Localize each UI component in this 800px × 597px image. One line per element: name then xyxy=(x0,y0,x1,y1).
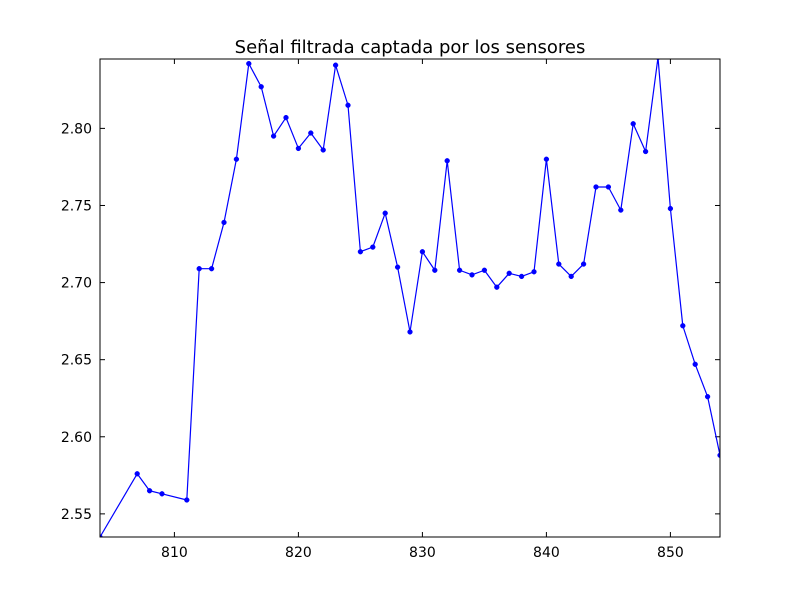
data-point xyxy=(593,184,599,190)
data-point xyxy=(332,62,339,68)
data-point xyxy=(196,266,202,272)
data-point xyxy=(184,497,190,503)
data-point xyxy=(221,219,227,226)
series-line xyxy=(100,59,720,537)
data-point xyxy=(357,249,364,255)
data-point xyxy=(320,147,326,153)
y-tick-label: 2.60 xyxy=(61,430,92,446)
data-point xyxy=(394,264,401,270)
data-point xyxy=(370,244,376,250)
data-point xyxy=(233,156,240,162)
data-point xyxy=(531,269,537,275)
data-point xyxy=(630,121,636,127)
data-point xyxy=(518,273,525,280)
y-tick-label: 2.80 xyxy=(61,121,92,137)
data-point xyxy=(456,267,463,273)
x-tick-label: 820 xyxy=(285,545,312,561)
data-point xyxy=(506,270,512,276)
data-point xyxy=(407,329,413,335)
data-point xyxy=(481,267,488,273)
data-point xyxy=(667,205,674,212)
data-point xyxy=(568,273,574,280)
x-tick-label: 850 xyxy=(657,545,684,561)
data-point xyxy=(270,133,277,139)
data-point xyxy=(295,145,302,152)
data-point xyxy=(258,84,264,90)
y-tick-label: 2.55 xyxy=(61,507,92,523)
data-point xyxy=(444,158,450,164)
data-point xyxy=(345,102,351,108)
x-tick-label: 840 xyxy=(533,545,560,561)
data-point xyxy=(692,361,698,367)
data-point xyxy=(308,130,314,136)
data-point xyxy=(680,323,686,329)
data-point xyxy=(556,261,562,267)
series-layer xyxy=(100,59,720,537)
data-point xyxy=(618,207,624,213)
data-point xyxy=(704,394,711,400)
data-point xyxy=(146,488,153,494)
data-point xyxy=(246,60,252,67)
y-tick-label: 2.65 xyxy=(61,353,92,369)
data-point xyxy=(543,156,550,162)
plot-frame xyxy=(99,58,721,538)
data-point xyxy=(580,261,587,267)
axes-layer: 810 820 830 840 850 2.55 2.60 2.65 2.70 2.75 2.80 xyxy=(61,59,720,561)
x-tick-label: 810 xyxy=(161,545,188,561)
chart-title: Señal filtrada captada por los sensores xyxy=(235,37,586,58)
data-point xyxy=(134,471,140,477)
data-point xyxy=(382,210,388,216)
data-point xyxy=(419,249,426,255)
data-point xyxy=(469,272,475,278)
data-point xyxy=(208,266,215,272)
data-point xyxy=(283,114,289,121)
data-point xyxy=(642,148,649,155)
data-point xyxy=(494,284,500,290)
y-tick-label: 2.70 xyxy=(61,276,92,292)
data-point xyxy=(159,491,165,497)
data-point xyxy=(432,267,438,273)
y-tick-label: 2.75 xyxy=(61,198,92,214)
x-tick-label: 830 xyxy=(409,545,436,561)
data-point xyxy=(605,184,612,190)
